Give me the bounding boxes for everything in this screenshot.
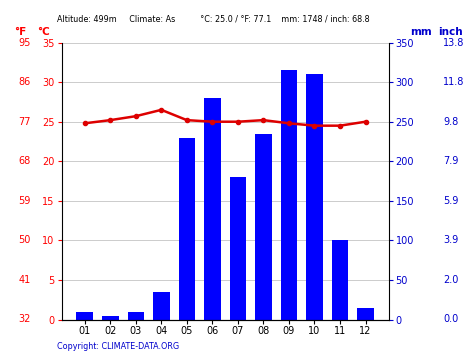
Text: Altitude: 499m     Climate: As          °C: 25.0 / °F: 77.1    mm: 1748 / inch: : Altitude: 499m Climate: As °C: 25.0 / °F… <box>57 14 370 23</box>
Text: 68: 68 <box>18 156 31 166</box>
Text: 13.8: 13.8 <box>443 38 465 48</box>
Bar <box>281 70 297 320</box>
Text: mm: mm <box>410 27 432 37</box>
Bar <box>128 312 144 320</box>
Text: 2.0: 2.0 <box>443 275 458 285</box>
Text: Copyright: CLIMATE-DATA.ORG: Copyright: CLIMATE-DATA.ORG <box>57 343 179 351</box>
Bar <box>229 177 246 320</box>
Text: 50: 50 <box>18 235 31 245</box>
Text: 95: 95 <box>18 38 31 48</box>
Bar <box>102 316 118 320</box>
Bar <box>153 292 170 320</box>
Text: 32: 32 <box>18 315 31 324</box>
Text: °F: °F <box>14 27 26 37</box>
Text: 7.9: 7.9 <box>443 156 458 166</box>
Text: 3.9: 3.9 <box>443 235 458 245</box>
Bar <box>306 74 323 320</box>
Text: 77: 77 <box>18 117 31 127</box>
Bar <box>332 240 348 320</box>
Text: 9.8: 9.8 <box>443 117 458 127</box>
Bar <box>255 133 272 320</box>
Bar <box>179 137 195 320</box>
Text: 41: 41 <box>18 275 31 285</box>
Text: 5.9: 5.9 <box>443 196 458 206</box>
Bar <box>204 98 221 320</box>
Text: °C: °C <box>37 27 50 37</box>
Text: 86: 86 <box>18 77 31 87</box>
Text: inch: inch <box>438 27 463 37</box>
Text: 11.8: 11.8 <box>443 77 465 87</box>
Text: 59: 59 <box>18 196 31 206</box>
Text: 0.0: 0.0 <box>443 315 458 324</box>
Bar <box>357 308 374 320</box>
Bar <box>76 312 93 320</box>
